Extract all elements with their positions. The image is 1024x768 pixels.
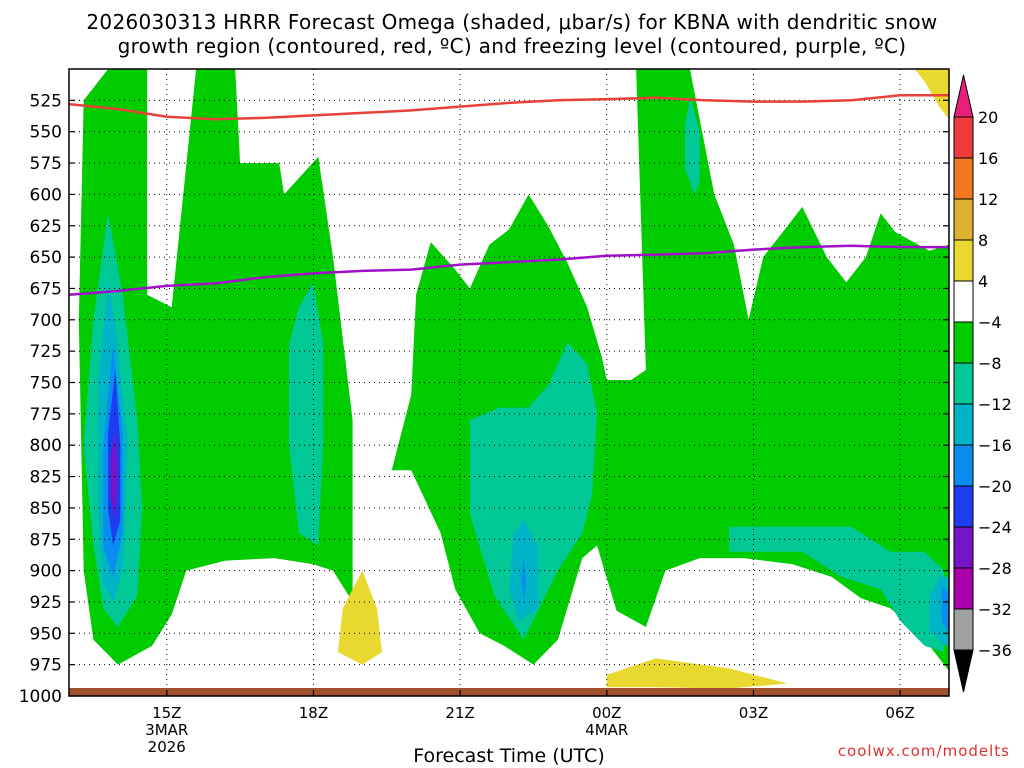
colorbar-box (953, 567, 974, 610)
y-tick-label: 650 (30, 248, 62, 268)
y-tick-label: 525 (30, 91, 62, 111)
colorbar-box (953, 321, 974, 364)
y-tick-label: 600 (30, 185, 62, 205)
x-tick-label: 3MAR (145, 721, 188, 739)
colorbar-label: 20 (978, 108, 998, 127)
chart-title-line-1: 2026030313 HRRR Forecast Omega (shaded, … (86, 10, 938, 34)
y-tick-label: 750 (30, 374, 62, 394)
colorbar-label: −8 (978, 354, 1002, 373)
colorbar-top-arrow (953, 74, 974, 118)
colorbar-box (953, 362, 974, 405)
colorbar-box (953, 485, 974, 528)
y-tick-label: 950 (30, 624, 62, 644)
credit-link[interactable]: coolwx.com/modelts (837, 742, 1010, 760)
colorbar-box (953, 280, 974, 323)
colorbar-label: 12 (978, 190, 998, 209)
colorbar-box (953, 157, 974, 200)
colorbar-label: 8 (978, 231, 988, 250)
omega-region-4 (469, 342, 597, 640)
omega-region-11 (521, 558, 527, 602)
colorbar-label: −28 (978, 559, 1012, 578)
colorbar-box (953, 403, 974, 446)
chart-title-line-2: growth region (contoured, red, ºC) and f… (117, 34, 907, 58)
y-tick-label: 725 (30, 342, 62, 362)
omega-region-0 (78, 69, 353, 665)
colorbar-label: −36 (978, 641, 1012, 660)
omega-region-17 (914, 69, 949, 120)
y-tick-label: 900 (30, 562, 62, 582)
omega-region-5 (729, 526, 945, 653)
colorbar-label: 16 (978, 149, 998, 168)
colorbar-box (953, 198, 974, 241)
omega-region-6 (685, 96, 700, 195)
y-tick-label: 800 (30, 436, 62, 456)
dendritic-growth-contour (69, 94, 949, 121)
colorbar-label: −20 (978, 477, 1012, 496)
colorbar-label: −12 (978, 395, 1012, 414)
x-tick-label: 18Z (299, 704, 328, 722)
colorbar-label: −4 (978, 313, 1002, 332)
x-tick-label: 15Z (152, 704, 181, 722)
omega-region-3 (289, 282, 324, 546)
y-tick-label: 550 (30, 123, 62, 143)
colorbar-label: −24 (978, 518, 1012, 537)
x-tick-label: 03Z (739, 704, 768, 722)
colorbar-box (953, 444, 974, 487)
colorbar-box (953, 239, 974, 282)
x-tick-label: 00Z (592, 704, 621, 722)
colorbar-label: −16 (978, 436, 1012, 455)
y-tick-label: 675 (30, 279, 62, 299)
y-tick-label: 850 (30, 499, 62, 519)
ground-bar (69, 688, 949, 696)
x-tick-label: 4MAR (585, 721, 628, 739)
freezing-level-contour (69, 244, 949, 296)
colorbar-box (953, 116, 974, 159)
omega-region-16 (606, 658, 788, 689)
colorbar-bottom-arrow (953, 649, 974, 693)
y-tick-label: 875 (30, 530, 62, 550)
y-tick-label: 925 (30, 593, 62, 613)
omega-region-15 (337, 570, 382, 665)
colorbar-label: −32 (978, 600, 1012, 619)
y-tick-label: 625 (30, 217, 62, 237)
colorbar-box (953, 526, 974, 569)
y-tick-label: 825 (30, 468, 62, 488)
x-tick-label: 2026 (148, 738, 186, 756)
colorbar-box (953, 608, 974, 651)
x-axis-title: Forecast Time (UTC) (413, 745, 604, 767)
x-tick-label: 21Z (445, 704, 474, 722)
x-tick-label: 06Z (885, 704, 914, 722)
colorbar-label: 4 (978, 272, 988, 291)
y-tick-label: 1000 (19, 687, 62, 707)
omega-region-12 (941, 585, 949, 634)
y-tick-label: 700 (30, 311, 62, 331)
y-tick-label: 975 (30, 656, 62, 676)
y-tick-label: 575 (30, 154, 62, 174)
y-tick-label: 775 (30, 405, 62, 425)
